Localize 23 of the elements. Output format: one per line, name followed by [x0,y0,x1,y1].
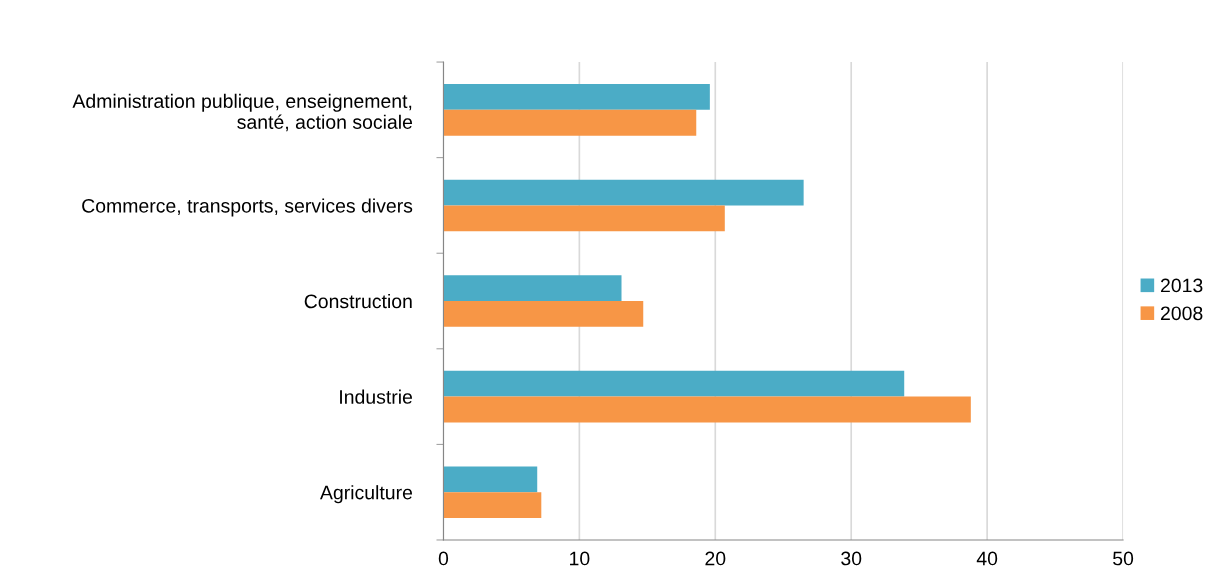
bar [443,179,804,206]
x-tick-label: 20 [705,551,726,566]
x-tick-label: 40 [976,551,998,566]
bar [443,396,971,423]
bar [443,84,710,110]
x-tick-label: 0 [438,551,449,566]
legend-label: 2013 [1160,278,1203,293]
y-tick-label: Construction [304,293,412,309]
y-tick-label: Administration publique, enseignement, santé, action sociale [72,93,413,132]
bar [443,466,538,493]
y-tick-label: Commerce, transports, services divers [82,198,413,217]
y-tick-label: Industrie [340,389,413,404]
bar [443,301,644,327]
x-tick-label: 30 [841,551,862,566]
legend-label: 2008 [1160,306,1203,321]
bar [443,205,725,232]
bar [443,370,905,397]
x-tick-label: 50 [1113,551,1134,566]
bar [443,109,697,136]
x-tick-label: 10 [570,551,590,566]
y-tick-label: Agriculture [319,485,413,504]
bar [443,492,542,518]
bar [443,275,622,302]
